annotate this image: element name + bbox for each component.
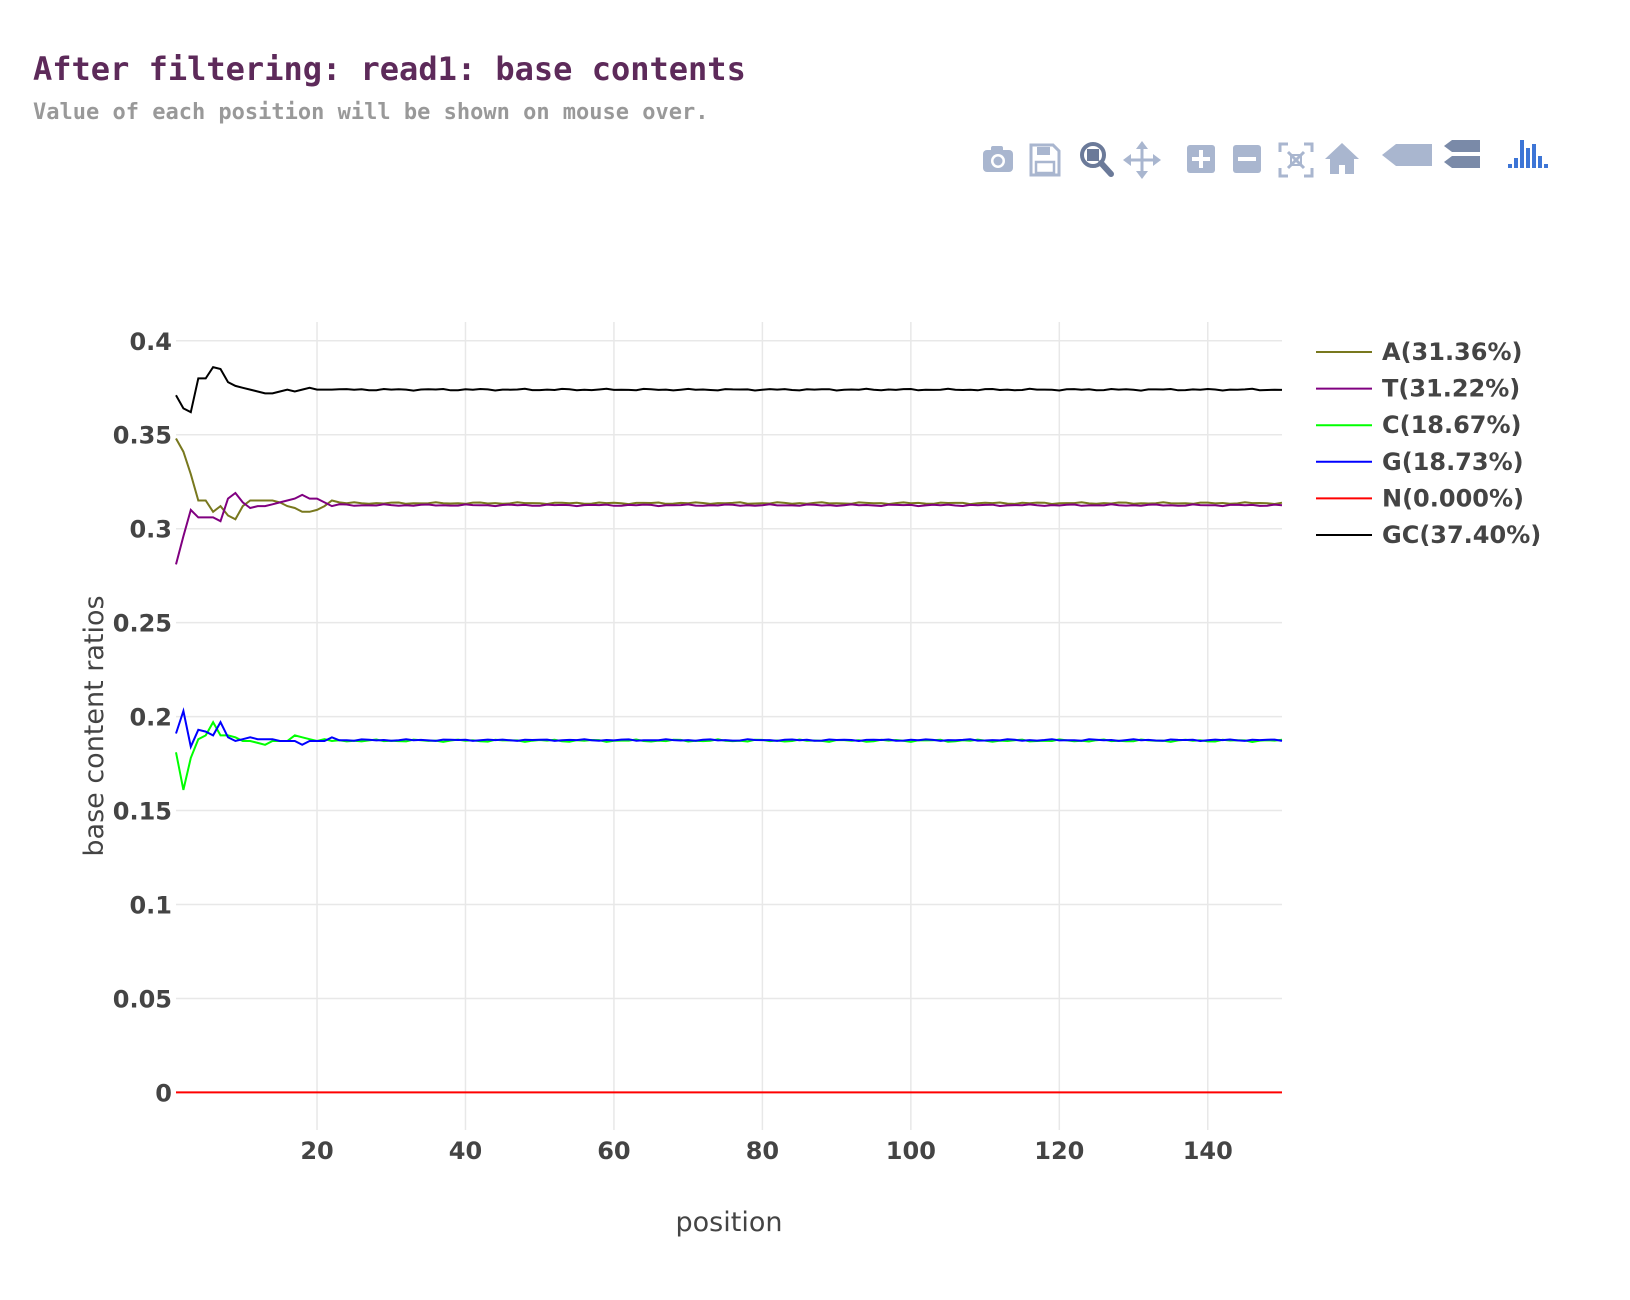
- x-tick-label: 40: [449, 1137, 482, 1165]
- series-lines: [175, 365, 1283, 1094]
- modebar: [983, 140, 1628, 180]
- zoom-out-icon[interactable]: [1228, 140, 1268, 180]
- legend-label[interactable]: T(31.22%): [1382, 375, 1520, 403]
- autoscale-icon[interactable]: [1276, 140, 1316, 180]
- plotly-logo-icon[interactable]: [1504, 140, 1560, 180]
- y-tick-label: 0.05: [113, 985, 172, 1013]
- y-tick-label: 0.25: [113, 610, 172, 638]
- x-tick-label: 60: [597, 1137, 630, 1165]
- y-tick-labels: 0 0.05 0.1 0.15 0.2 0.25 0.3 0.35 0.4: [113, 328, 172, 1108]
- chart-title: After filtering: read1: base contents: [33, 50, 746, 88]
- series-line-1[interactable]: [175, 491, 1283, 565]
- home-icon[interactable]: [1322, 140, 1362, 180]
- x-tick-label: 20: [300, 1137, 333, 1165]
- series-line-5[interactable]: [175, 365, 1283, 414]
- x-tick-label: 80: [746, 1137, 779, 1165]
- legend: A(31.36%) T(31.22%) C(18.67%) G(18.73%) N(0.…: [1316, 338, 1541, 549]
- pan-icon[interactable]: [1122, 140, 1162, 180]
- legend-label[interactable]: A(31.36%): [1382, 338, 1522, 366]
- y-tick-label: 0.4: [129, 328, 172, 356]
- hover-closest-icon[interactable]: [1380, 140, 1436, 180]
- legend-label[interactable]: C(18.67%): [1382, 411, 1522, 439]
- y-tick-label: 0.15: [113, 798, 172, 826]
- grid: [176, 322, 1282, 1130]
- x-axis-title: position: [676, 1207, 783, 1238]
- y-tick-label: 0.35: [113, 422, 172, 450]
- series-line-0[interactable]: [175, 438, 1283, 521]
- legend-label[interactable]: GC(37.40%): [1382, 521, 1541, 549]
- legend-label[interactable]: N(0.000%): [1382, 484, 1524, 512]
- y-tick-label: 0: [155, 1079, 172, 1107]
- hover-compare-icon[interactable]: [1444, 140, 1484, 180]
- x-tick-label: 120: [1034, 1137, 1084, 1165]
- x-tick-label: 140: [1183, 1137, 1233, 1165]
- x-tick-label: 100: [886, 1137, 936, 1165]
- camera-icon[interactable]: [978, 140, 1018, 180]
- chart-subtitle: Value of each position will be shown on …: [33, 100, 709, 125]
- y-tick-label: 0.3: [129, 516, 172, 544]
- series-line-3[interactable]: [175, 707, 1283, 750]
- x-tick-labels: 20 40 60 80 100 120 140: [300, 1137, 1232, 1165]
- legend-label[interactable]: G(18.73%): [1382, 448, 1524, 476]
- zoom-in-icon[interactable]: [1182, 140, 1222, 180]
- zoom-icon[interactable]: [1076, 140, 1116, 180]
- y-axis-title: base content ratios: [79, 595, 110, 856]
- series-line-2[interactable]: [175, 720, 1283, 791]
- y-tick-label: 0.1: [129, 892, 172, 920]
- save-icon[interactable]: [1024, 140, 1064, 180]
- y-tick-label: 0.2: [129, 704, 172, 732]
